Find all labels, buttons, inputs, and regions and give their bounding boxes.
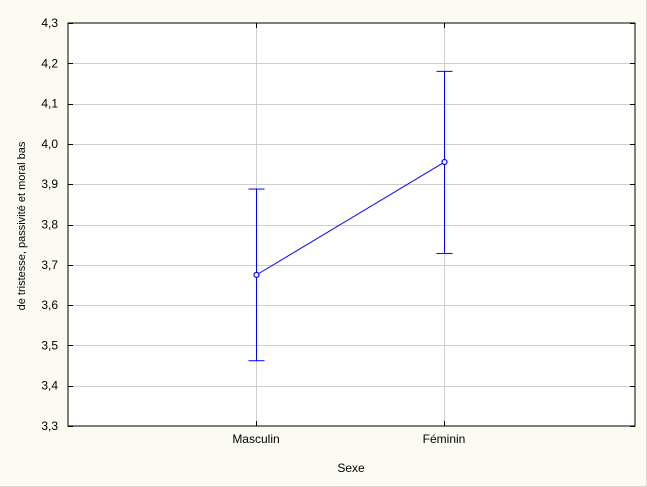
y-tick-label: 4,3: [41, 16, 58, 30]
series-line: [256, 161, 445, 276]
y-tick-label: 4,2: [41, 56, 58, 70]
y-axis-tick-labels: 3,3 3,4 3,5 3,6 3,7 3,8 3,9 4,0 4,1 4,2 4,3: [41, 16, 58, 433]
y-tick-label: 3,3: [41, 419, 58, 433]
y-tick-label: 3,7: [41, 258, 58, 272]
data-point: [253, 271, 260, 278]
y-axis-title: de tristesse, passivité et moral bas: [16, 141, 28, 310]
y-tick-label: 3,9: [41, 177, 58, 191]
axis-ticks: [68, 23, 635, 427]
y-tick-label: 4,1: [41, 97, 58, 111]
data-point: [441, 158, 448, 166]
y-tick-label: 3,8: [41, 218, 58, 232]
x-tick-label: Masculin: [232, 432, 279, 446]
series-layer: [248, 70, 453, 362]
y-tick-label: 3,6: [41, 298, 58, 312]
x-tick-label: Féminin: [423, 432, 466, 446]
y-tick-label: 3,4: [41, 379, 58, 393]
y-tick-label: 4,0: [41, 137, 58, 151]
y-tick-label: 3,5: [41, 338, 58, 352]
x-axis-tick-labels: Masculin Féminin: [232, 432, 465, 446]
plot-area: [68, 23, 635, 426]
plot-frame: [67, 22, 636, 427]
x-axis-title: Sexe: [337, 461, 365, 475]
